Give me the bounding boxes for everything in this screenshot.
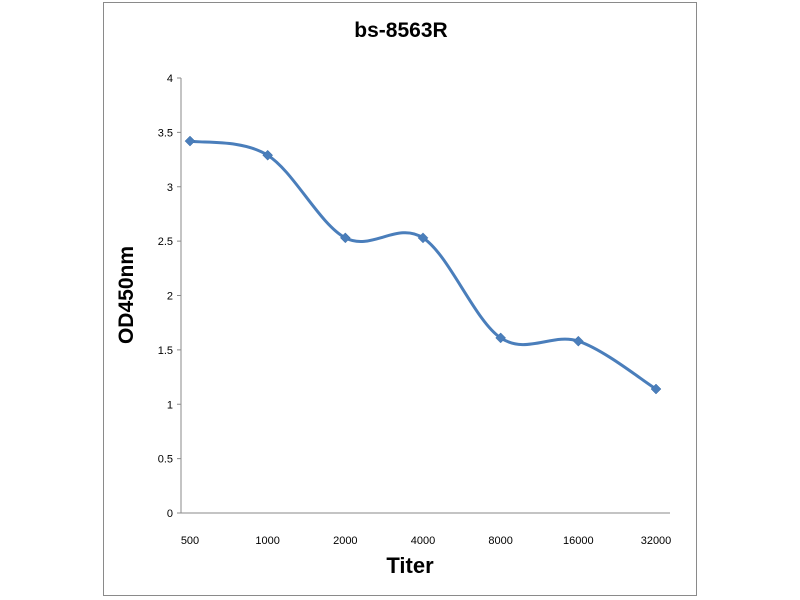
- y-tick-label: 1.5: [158, 345, 173, 357]
- x-tick-label: 16000: [563, 535, 594, 547]
- data-point-marker: [650, 383, 662, 395]
- chart-title: bs-8563R: [354, 19, 448, 42]
- y-tick-label: 4: [167, 73, 173, 85]
- series-line: [189, 139, 657, 391]
- data-point-marker: [572, 335, 584, 347]
- data-point-marker: [262, 149, 274, 161]
- y-tick-label: 0: [167, 508, 173, 520]
- chart-frame: bs-8563R: [103, 2, 697, 596]
- y-tick-label: 2: [167, 291, 173, 303]
- data-point-marker: [417, 232, 429, 244]
- data-point-marker: [339, 232, 351, 244]
- y-tick-label: 2.5: [158, 236, 173, 248]
- y-tick-label: 1: [167, 399, 173, 411]
- data-point-marker: [184, 135, 196, 147]
- x-tick-label: 500: [181, 535, 199, 547]
- x-tick-label: 4000: [411, 535, 435, 547]
- x-axis-label: Titer: [386, 553, 434, 578]
- y-tick-label: 3.5: [158, 127, 173, 139]
- data-point-marker: [495, 332, 507, 344]
- x-tick-label: 2000: [333, 535, 357, 547]
- x-tick-label: 1000: [255, 535, 279, 547]
- y-tick-label: 3: [167, 182, 173, 194]
- x-tick-label: 8000: [488, 535, 512, 547]
- x-tick-label: 32000: [641, 535, 672, 547]
- y-tick-label: 0.5: [158, 454, 173, 466]
